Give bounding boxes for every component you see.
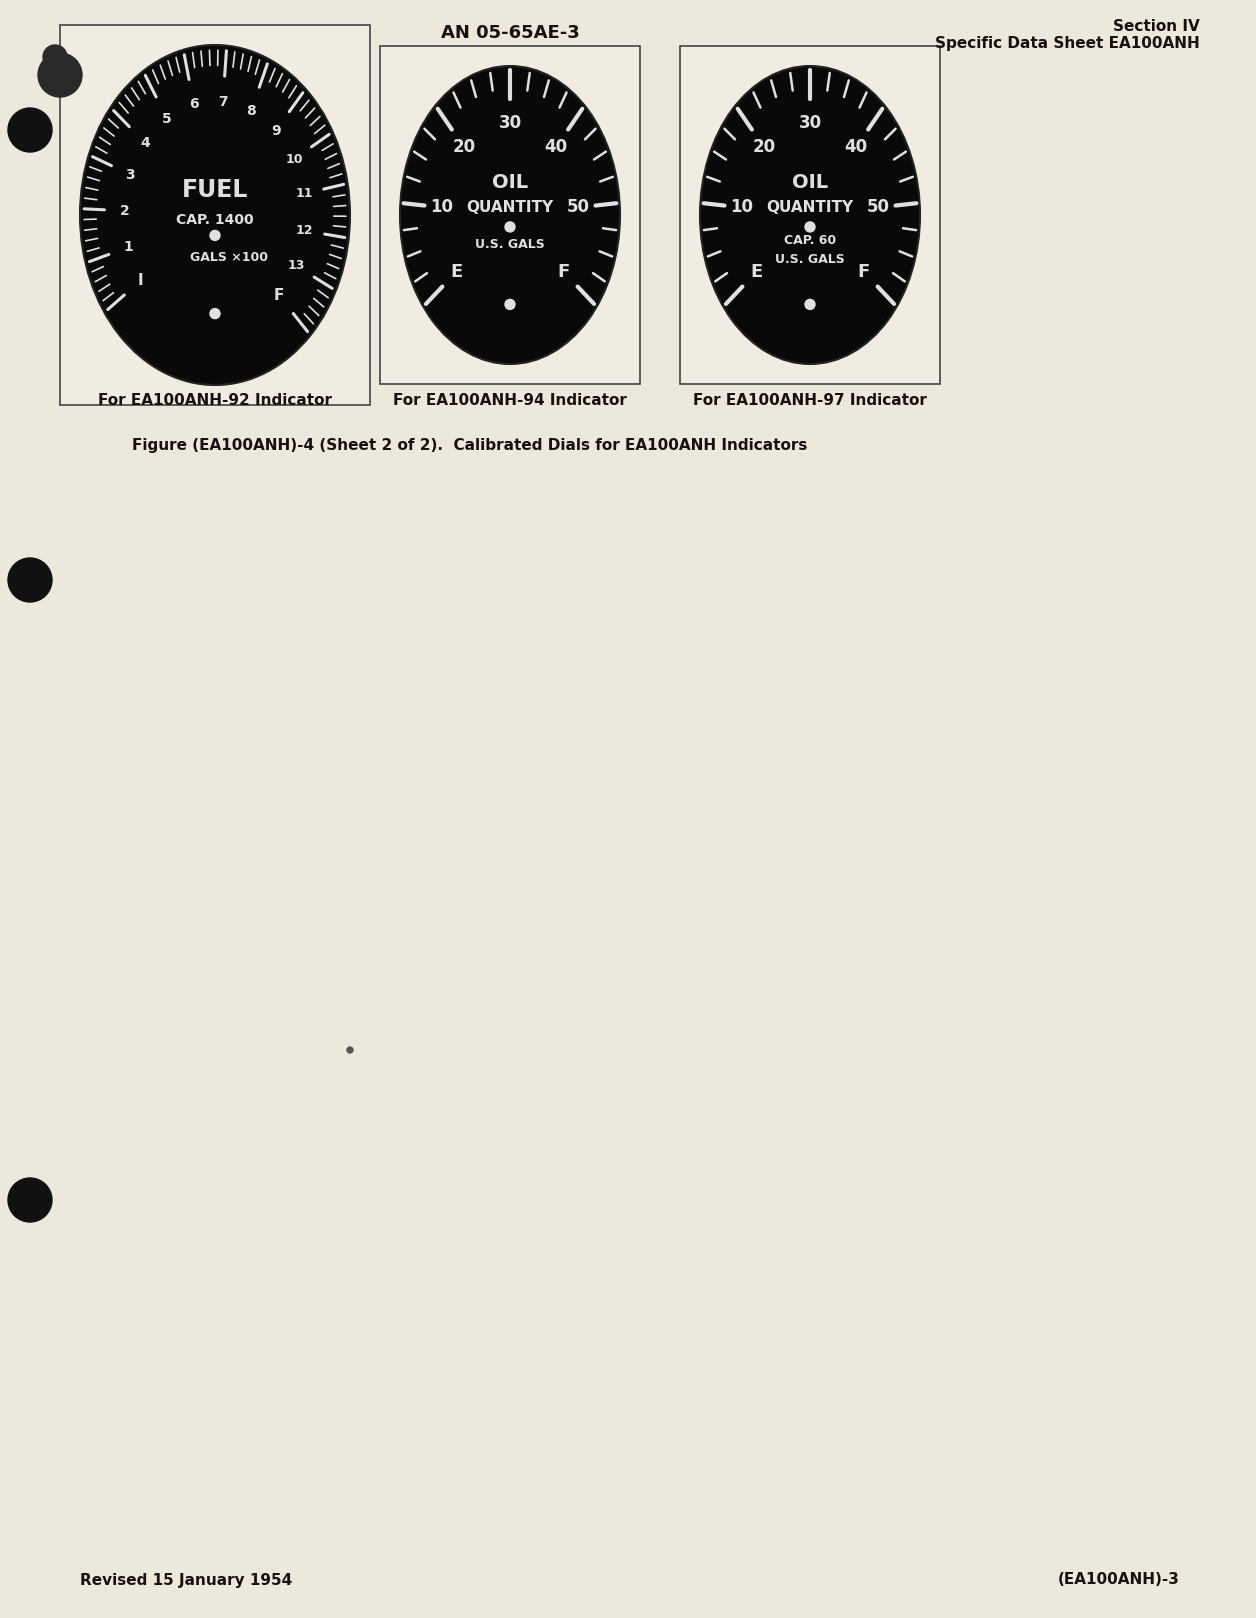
Text: Specific Data Sheet EA100ANH: Specific Data Sheet EA100ANH <box>936 36 1199 50</box>
Text: 3: 3 <box>126 168 136 181</box>
Circle shape <box>805 222 815 231</box>
Text: QUANTITY: QUANTITY <box>766 201 854 215</box>
Circle shape <box>8 108 51 152</box>
Circle shape <box>210 309 220 319</box>
Text: 10: 10 <box>285 152 303 165</box>
Text: 13: 13 <box>288 259 305 272</box>
Circle shape <box>210 230 220 241</box>
Text: 50: 50 <box>566 199 589 217</box>
Text: Figure (EA100ANH)-4 (Sheet 2 of 2).  Calibrated Dials for EA100ANH Indicators: Figure (EA100ANH)-4 (Sheet 2 of 2). Cali… <box>132 437 808 453</box>
Circle shape <box>505 222 515 231</box>
Text: (EA100ANH)-3: (EA100ANH)-3 <box>1058 1573 1179 1587</box>
Text: For EA100ANH-97 Indicator: For EA100ANH-97 Indicator <box>693 393 927 408</box>
Text: F: F <box>558 262 570 282</box>
Text: 40: 40 <box>844 138 868 155</box>
Text: CAP. 1400: CAP. 1400 <box>176 214 254 227</box>
Text: U.S. GALS: U.S. GALS <box>775 252 845 267</box>
Text: 7: 7 <box>219 94 227 108</box>
Text: 10: 10 <box>431 199 453 217</box>
Text: E: E <box>750 262 762 282</box>
Text: 4: 4 <box>141 136 149 150</box>
Circle shape <box>8 558 51 602</box>
Circle shape <box>505 299 515 309</box>
Text: GALS ×100: GALS ×100 <box>190 251 268 264</box>
Ellipse shape <box>700 66 919 364</box>
Ellipse shape <box>80 45 350 385</box>
Text: 8: 8 <box>246 104 256 118</box>
Text: 12: 12 <box>296 223 313 238</box>
Text: 40: 40 <box>545 138 568 155</box>
Text: OIL: OIL <box>793 173 828 191</box>
Text: For EA100ANH-92 Indicator: For EA100ANH-92 Indicator <box>98 393 332 408</box>
Text: OIL: OIL <box>492 173 528 191</box>
Text: AN 05-65AE-3: AN 05-65AE-3 <box>441 24 579 42</box>
Circle shape <box>805 299 815 309</box>
Text: F: F <box>858 262 870 282</box>
Text: Section IV: Section IV <box>1113 18 1199 34</box>
FancyBboxPatch shape <box>381 45 641 383</box>
Text: 11: 11 <box>295 188 313 201</box>
Text: Revised 15 January 1954: Revised 15 January 1954 <box>80 1573 293 1587</box>
Text: 20: 20 <box>752 138 775 155</box>
Text: FUEL: FUEL <box>182 178 249 202</box>
Text: 2: 2 <box>119 204 129 218</box>
Text: For EA100ANH-94 Indicator: For EA100ANH-94 Indicator <box>393 393 627 408</box>
FancyBboxPatch shape <box>679 45 939 383</box>
Text: QUANTITY: QUANTITY <box>466 201 554 215</box>
Text: 20: 20 <box>452 138 475 155</box>
Text: 30: 30 <box>799 113 821 131</box>
Circle shape <box>43 45 67 70</box>
Ellipse shape <box>399 66 620 364</box>
Text: CAP. 60: CAP. 60 <box>784 235 836 248</box>
Text: I: I <box>138 273 143 288</box>
Circle shape <box>8 1178 51 1222</box>
Text: E: E <box>450 262 462 282</box>
Text: 50: 50 <box>867 199 889 217</box>
FancyBboxPatch shape <box>60 24 371 404</box>
Text: 30: 30 <box>499 113 521 131</box>
Text: F: F <box>274 288 284 303</box>
Text: U.S. GALS: U.S. GALS <box>475 238 545 251</box>
Text: 9: 9 <box>271 123 280 138</box>
Text: 5: 5 <box>162 112 172 126</box>
Circle shape <box>347 1047 353 1053</box>
Text: 10: 10 <box>731 199 754 217</box>
Circle shape <box>38 53 82 97</box>
Text: 1: 1 <box>123 239 133 254</box>
Text: 6: 6 <box>188 97 198 112</box>
